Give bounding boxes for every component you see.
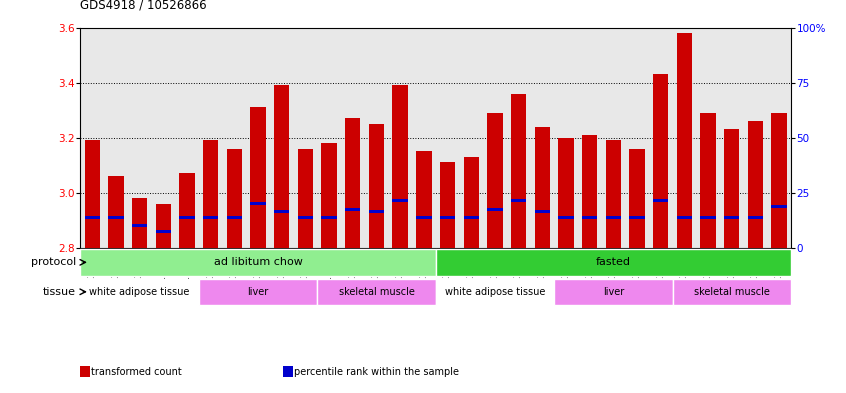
Bar [132,224,147,227]
Bar [274,210,289,213]
Bar [629,216,645,219]
Bar [179,173,195,248]
Text: ad libitum chow: ad libitum chow [213,257,303,267]
Bar [677,33,692,248]
Bar [179,216,195,219]
Bar [677,216,692,219]
Bar [250,202,266,205]
Bar [203,140,218,248]
Bar [321,143,337,248]
Text: transformed count: transformed count [91,367,182,377]
Bar [653,74,668,248]
Bar [108,216,124,219]
Bar [700,216,716,219]
Bar [748,121,763,248]
Bar [345,208,360,211]
Bar [317,279,436,305]
Text: percentile rank within the sample: percentile rank within the sample [294,367,459,377]
Bar [700,113,716,248]
Text: liver: liver [602,287,624,297]
Bar [108,176,124,248]
Bar [85,216,100,219]
Bar [487,208,503,211]
Text: fasted: fasted [596,257,631,267]
Bar [298,149,313,248]
Text: liver: liver [247,287,269,297]
Text: protocol: protocol [31,257,76,267]
Bar [298,216,313,219]
Bar [511,94,526,248]
Bar [250,107,266,248]
Bar [606,140,621,248]
Bar [724,129,739,248]
Text: white adipose tissue: white adipose tissue [445,287,545,297]
Bar [554,279,673,305]
Bar [199,279,317,305]
Text: skeletal muscle: skeletal muscle [694,287,770,297]
Bar [772,205,787,208]
Bar [416,216,431,219]
Bar [227,216,242,219]
Bar [436,249,791,275]
Bar [464,157,479,248]
Bar [227,149,242,248]
Bar [85,140,100,248]
Bar [203,216,218,219]
Bar [653,199,668,202]
Bar [629,149,645,248]
Bar [80,279,199,305]
Bar [464,216,479,219]
Bar [321,216,337,219]
Bar [558,216,574,219]
Bar [582,135,597,248]
Bar [156,230,171,233]
Bar [673,279,791,305]
Text: GDS4918 / 10526866: GDS4918 / 10526866 [80,0,207,12]
Bar [393,199,408,202]
Bar [511,199,526,202]
Text: white adipose tissue: white adipose tissue [90,287,190,297]
Text: tissue: tissue [43,287,76,297]
Bar [535,210,550,213]
Bar [748,216,763,219]
Bar [606,216,621,219]
Bar [345,118,360,248]
Bar [156,204,171,248]
Bar [440,162,455,248]
Bar [440,216,455,219]
Bar [369,124,384,248]
Bar [487,113,503,248]
Bar [724,216,739,219]
Bar [393,85,408,248]
Bar [80,249,436,275]
Bar [369,210,384,213]
Text: skeletal muscle: skeletal muscle [338,287,415,297]
Bar [772,113,787,248]
Bar [436,279,554,305]
Bar [132,198,147,248]
Bar [274,85,289,248]
Bar [535,127,550,248]
Bar [558,138,574,248]
Bar [582,216,597,219]
Bar [416,151,431,248]
